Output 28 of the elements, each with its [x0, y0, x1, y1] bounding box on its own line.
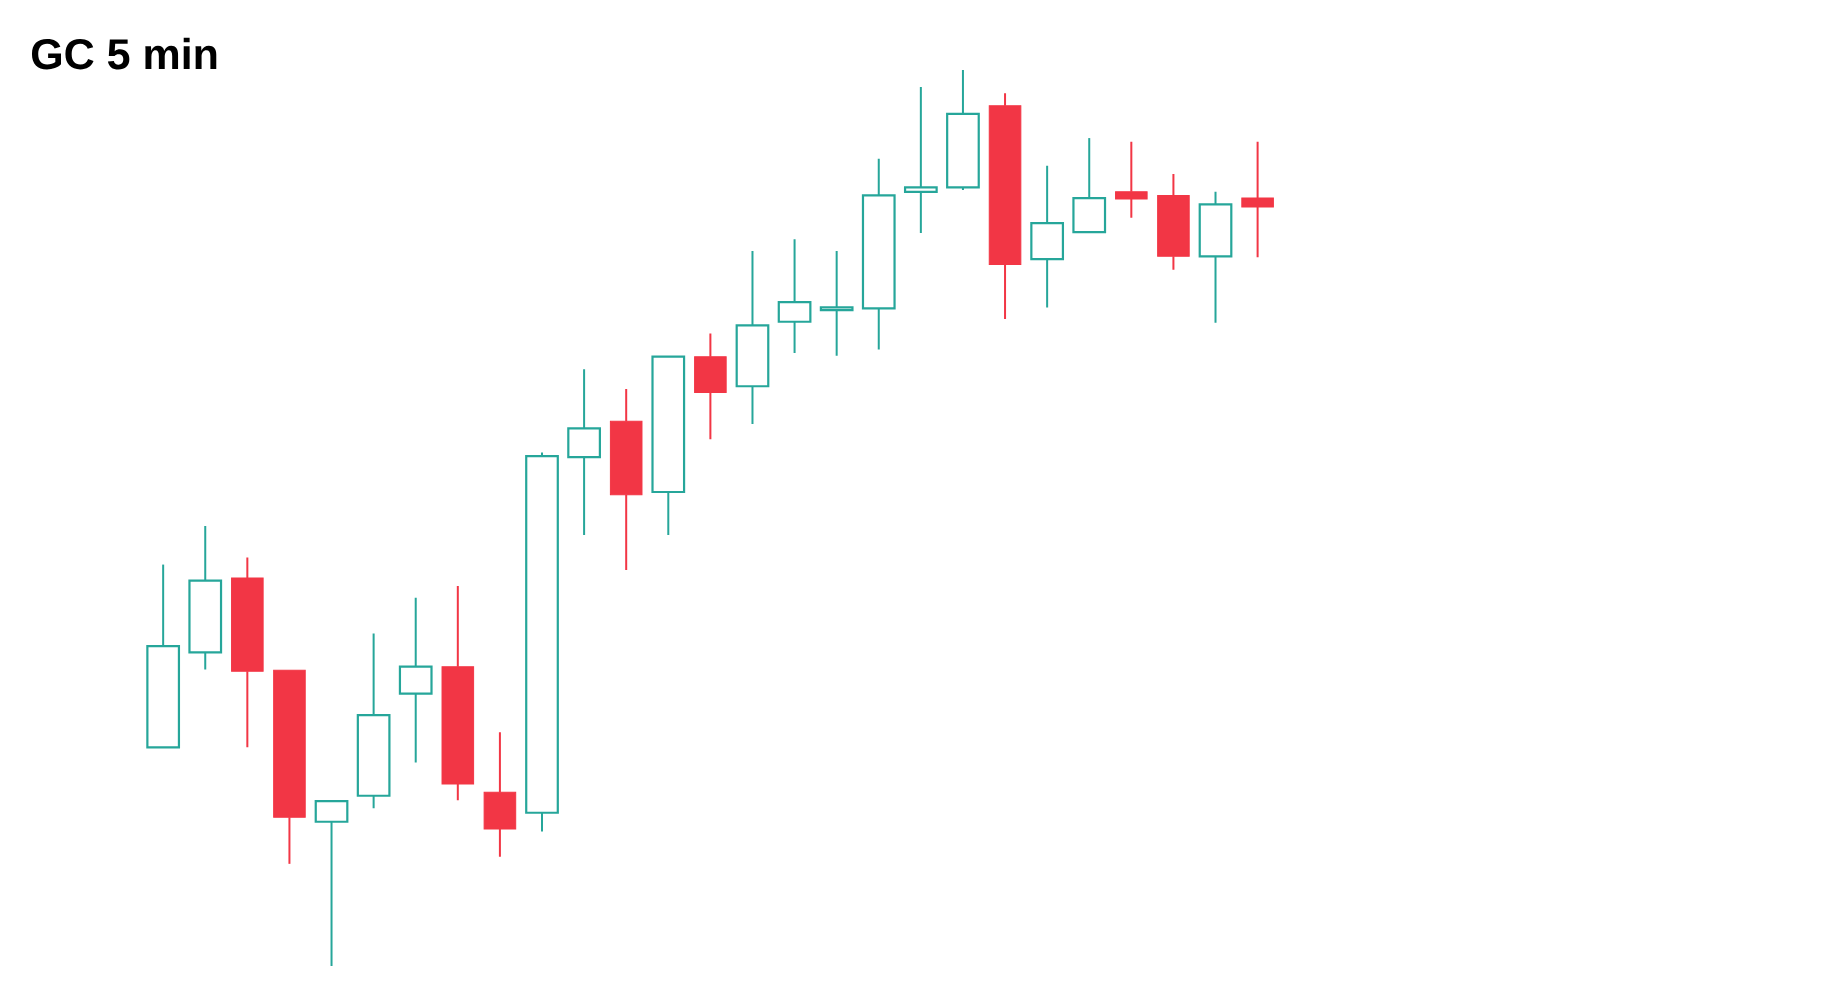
- candlestick: [146, 563, 181, 749]
- candlestick: [231, 556, 264, 749]
- candlestick: [567, 368, 601, 537]
- candlestick: [1198, 190, 1233, 324]
- chart-title: GC 5 min: [31, 37, 217, 70]
- candlestick: [314, 800, 349, 967]
- candlestick: [1030, 164, 1065, 309]
- candlestick: [356, 632, 391, 810]
- candlestick: [441, 585, 475, 802]
- candlestick: [273, 669, 306, 865]
- candlestick: [988, 92, 1022, 321]
- candlestick: [694, 332, 727, 441]
- candlestick: [777, 238, 812, 355]
- candlestick: [1115, 140, 1148, 219]
- candlestick: [946, 68, 980, 192]
- candlestick: [903, 86, 938, 235]
- candlestick: [735, 249, 770, 425]
- candlestick: [188, 525, 223, 671]
- candlestick: [819, 249, 854, 357]
- candlestick: [1157, 172, 1190, 271]
- candlestick: [398, 596, 433, 764]
- candlestick: [651, 355, 686, 537]
- candlestick: [483, 731, 517, 858]
- candlestick: [525, 451, 559, 833]
- candlestick: [1072, 137, 1107, 234]
- candlestick: [861, 157, 896, 351]
- candlestick: [609, 387, 643, 571]
- candlestick: [1241, 140, 1274, 259]
